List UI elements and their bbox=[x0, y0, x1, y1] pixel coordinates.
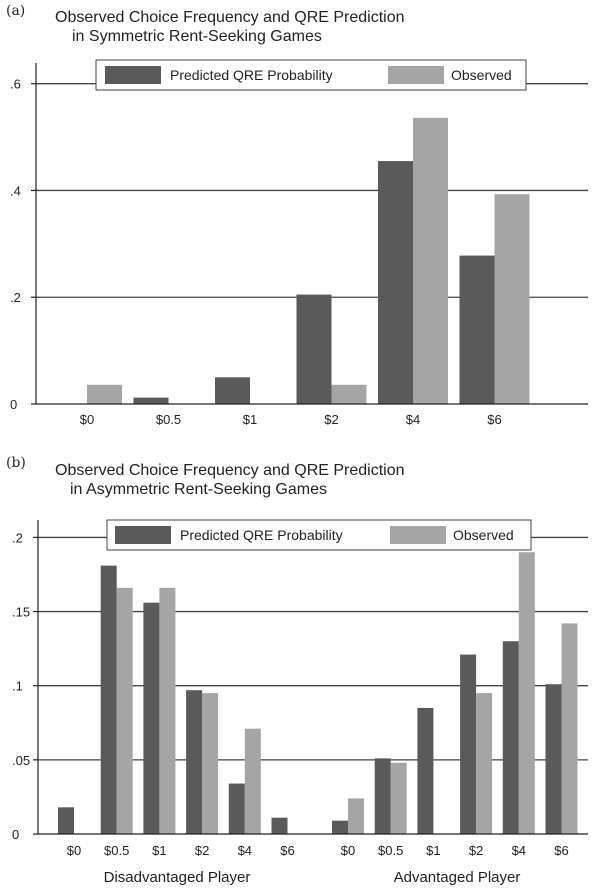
panel-a-title-line2: in Symmetric Rent-Seeking Games bbox=[72, 28, 322, 45]
panel-b-ytick-label: .15 bbox=[12, 605, 30, 620]
bar-predicted bbox=[228, 783, 245, 834]
panel-a-ytick-label: .4 bbox=[10, 183, 21, 198]
panel-b-xtick-label: $0.5 bbox=[378, 843, 403, 858]
panel-b-xtick-label: $6 bbox=[280, 843, 294, 858]
panel-b-ytick-label: .2 bbox=[12, 530, 23, 545]
panel-a-xtick-label: $1 bbox=[243, 412, 257, 427]
bar-observed bbox=[476, 693, 493, 834]
group-label-advantaged: Advantaged Player bbox=[394, 869, 521, 886]
bar-predicted bbox=[332, 820, 348, 834]
bar-observed bbox=[116, 587, 133, 834]
legend-label-predicted: Predicted QRE Probability bbox=[170, 67, 333, 83]
panel-a-legend: Predicted QRE Probability Observed bbox=[95, 59, 527, 91]
panel-b-xtick-label: $1 bbox=[152, 843, 166, 858]
panel-b-ytick-label: 0 bbox=[12, 827, 19, 842]
panel-b-xtick-label: $1 bbox=[426, 843, 440, 858]
bar-observed bbox=[331, 384, 367, 404]
bar-predicted bbox=[417, 707, 434, 834]
panel-b-letter: (b) bbox=[6, 455, 26, 471]
bar-predicted bbox=[271, 817, 288, 834]
panel-a: (a) Observed Choice Frequency and QRE Pr… bbox=[6, 3, 588, 427]
panel-a-title-line1: Observed Choice Frequency and QRE Predic… bbox=[55, 9, 405, 26]
panel-a-xtick-label: $0.5 bbox=[156, 412, 181, 427]
panel-b-xtick-label: $4 bbox=[238, 843, 252, 858]
bar-predicted bbox=[186, 690, 203, 834]
legend-swatch-predicted bbox=[105, 66, 161, 84]
bar-predicted bbox=[502, 641, 519, 834]
legend-label-observed: Observed bbox=[453, 527, 514, 543]
bar-predicted bbox=[296, 294, 332, 404]
panel-a-xtick-label: $0 bbox=[80, 412, 94, 427]
bar-predicted bbox=[378, 161, 413, 404]
panel-a-xtick-label: $2 bbox=[324, 412, 338, 427]
bar-predicted bbox=[460, 654, 477, 834]
bar-predicted bbox=[459, 255, 495, 404]
panel-b-bars bbox=[58, 552, 578, 834]
bar-observed bbox=[244, 728, 261, 834]
bar-predicted bbox=[143, 602, 160, 834]
panel-a-ytick-label: .2 bbox=[10, 290, 21, 305]
panel-b-legend: Predicted QRE Probability Observed bbox=[106, 519, 532, 551]
panel-b-tick-labels: 0 .05 .1 .15 .2 $0 $0.5 $1 $2 $4 $6 $0 $0.5 $1 $2 $4 $6 bbox=[12, 530, 569, 858]
panel-b-xtick-label: $6 bbox=[554, 843, 568, 858]
legend-label-predicted: Predicted QRE Probability bbox=[180, 527, 343, 543]
panel-b-xtick-label: $2 bbox=[195, 843, 209, 858]
panel-a-tick-labels: 0 .2 .4 .6 $0 $0.5 $1 $2 $4 $6 bbox=[10, 77, 502, 427]
bar-predicted bbox=[374, 758, 391, 834]
bar-observed bbox=[518, 552, 535, 834]
panel-b: (b) Observed Choice Frequency and QRE Pr… bbox=[6, 455, 588, 886]
bar-observed bbox=[87, 384, 122, 404]
bar-observed bbox=[561, 623, 578, 834]
bar-observed bbox=[348, 798, 364, 834]
panel-a-ytick-label: .6 bbox=[10, 77, 21, 92]
group-label-disadvantaged: Disadvantaged Player bbox=[104, 869, 251, 886]
bar-observed bbox=[390, 762, 407, 834]
panel-a-axes bbox=[31, 63, 588, 405]
bar-predicted bbox=[100, 565, 117, 834]
legend-swatch-predicted bbox=[115, 526, 171, 544]
legend-swatch-observed bbox=[388, 66, 444, 84]
legend-swatch-observed bbox=[390, 526, 446, 544]
panel-b-xtick-label: $0.5 bbox=[104, 843, 129, 858]
legend-label-observed: Observed bbox=[451, 67, 512, 83]
bar-observed bbox=[494, 194, 530, 404]
bar-observed bbox=[159, 587, 176, 834]
legend-box bbox=[106, 519, 532, 551]
panel-b-xtick-label: $2 bbox=[469, 843, 483, 858]
bar-predicted bbox=[545, 684, 562, 834]
panel-b-title-line2: in Asymmetric Rent-Seeking Games bbox=[70, 481, 327, 498]
panel-b-xtick-label: $0 bbox=[341, 843, 355, 858]
bar-observed bbox=[202, 693, 219, 834]
panel-b-axes bbox=[33, 520, 588, 835]
panel-b-title-line1: Observed Choice Frequency and QRE Predic… bbox=[55, 462, 405, 479]
bar-observed bbox=[413, 117, 448, 405]
panel-a-xtick-label: $4 bbox=[406, 412, 420, 427]
panel-b-xtick-label: $4 bbox=[512, 843, 526, 858]
panel-a-bars bbox=[87, 117, 530, 405]
panel-b-xtick-label: $0 bbox=[67, 843, 81, 858]
legend-box bbox=[95, 59, 527, 91]
bar-predicted bbox=[215, 377, 250, 404]
panel-b-ytick-label: .05 bbox=[12, 753, 30, 768]
bar-predicted bbox=[58, 807, 74, 834]
panel-a-xtick-label: $6 bbox=[487, 412, 501, 427]
panel-a-ytick-label: 0 bbox=[10, 397, 17, 412]
bar-predicted bbox=[133, 397, 169, 404]
panel-a-letter: (a) bbox=[6, 3, 25, 19]
panel-b-ytick-label: .1 bbox=[12, 679, 23, 694]
